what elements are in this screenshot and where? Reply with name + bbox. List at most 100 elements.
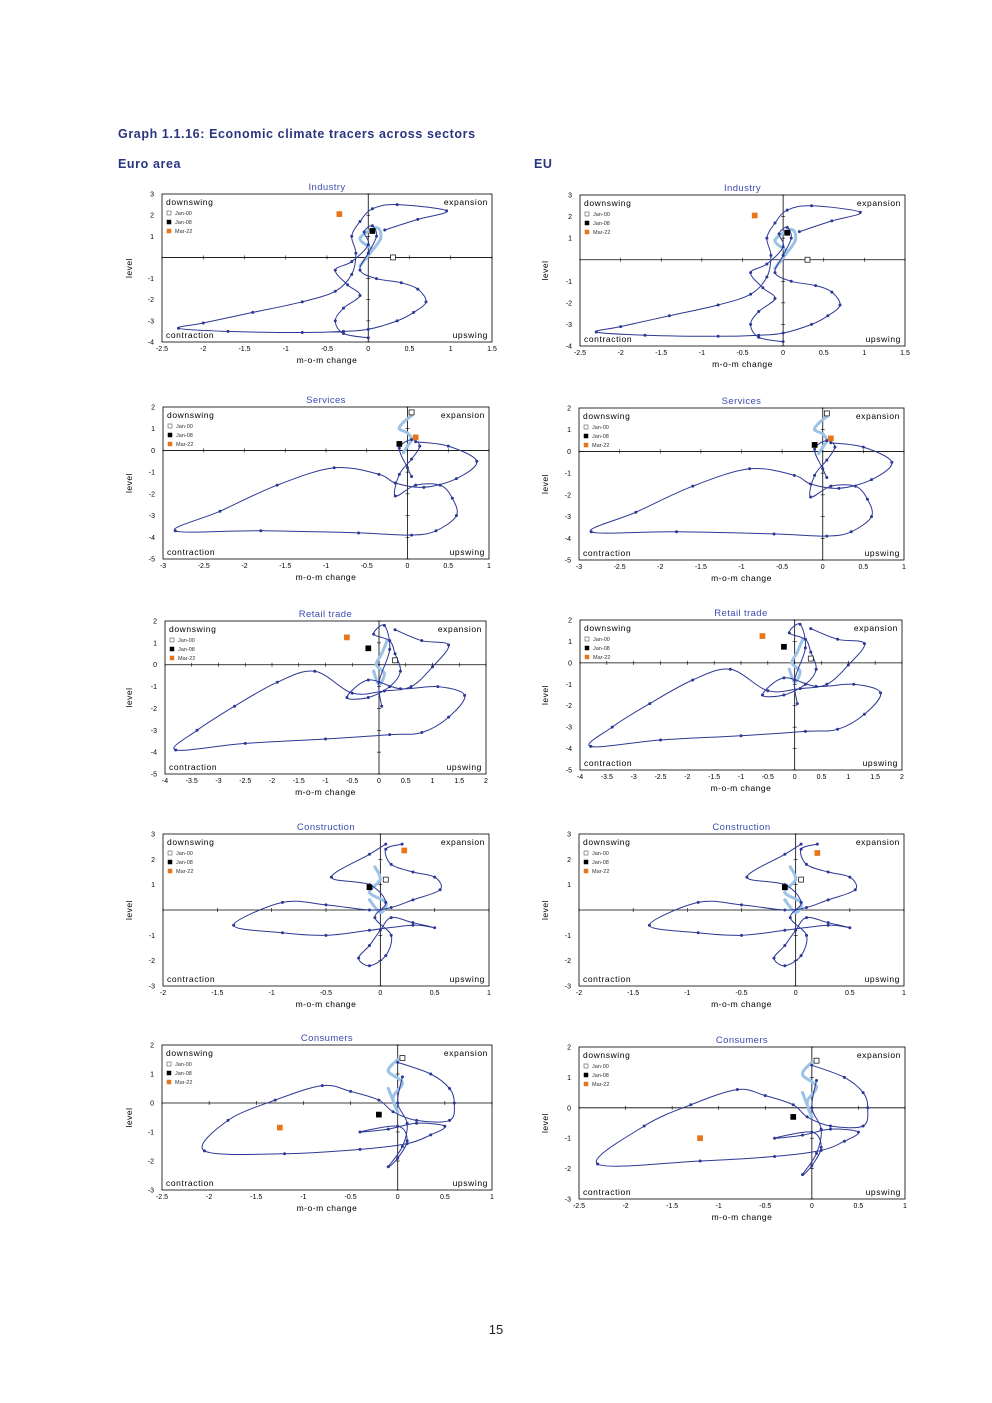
dark-series-point <box>810 322 814 326</box>
dark-series-point <box>781 340 785 344</box>
dark-series-line <box>173 439 478 536</box>
light-series-point <box>788 865 792 869</box>
dark-series-point <box>809 650 813 654</box>
dark-series-point <box>384 900 388 904</box>
dark-series-point <box>357 956 361 960</box>
x-tick-label: 1 <box>490 1194 494 1201</box>
dark-series-point <box>354 251 358 255</box>
quadrant-label-downswing: downswing <box>166 1048 213 1058</box>
dark-series-point <box>411 921 415 925</box>
quadrant-label-downswing: downswing <box>584 623 631 633</box>
legend-entry: Jan-08 <box>593 221 610 227</box>
dark-series-point <box>659 738 662 742</box>
y-tick-label: 2 <box>153 619 157 626</box>
dark-series-point <box>358 268 362 272</box>
legend-swatch <box>583 1063 589 1069</box>
x-tick-label: -2.5 <box>156 1194 168 1201</box>
dark-series-point <box>825 682 829 686</box>
x-tick-label: 2 <box>484 778 488 785</box>
legend-entry: Jan-00 <box>178 638 195 644</box>
dark-series-point <box>405 1121 409 1125</box>
light-series-point <box>817 452 821 456</box>
dark-series-point <box>396 1060 400 1064</box>
quadrant-label-expansion: expansion <box>856 411 900 421</box>
legend-entry: Jan-08 <box>592 434 609 440</box>
dark-series-point <box>765 275 769 279</box>
legend-entry: Jan-00 <box>176 424 193 430</box>
y-tick-label: -1 <box>148 276 154 283</box>
dark-series-point <box>373 916 377 920</box>
x-tick-label: -3 <box>631 774 637 781</box>
y-tick-label: 2 <box>567 1045 571 1052</box>
dark-series-point <box>388 733 392 737</box>
dark-series-point <box>433 875 437 879</box>
quadrant-label-upswing: upswing <box>453 330 488 340</box>
dark-series-point <box>819 1145 823 1149</box>
dark-series-point <box>405 1142 409 1146</box>
x-tick-label: 1.5 <box>454 778 464 785</box>
light-series-point <box>380 652 384 656</box>
dark-series-point <box>342 332 345 336</box>
marker-jan-00 <box>399 1055 406 1061</box>
dark-series-point <box>783 928 787 932</box>
legend-swatch <box>166 228 172 234</box>
dark-series-point <box>828 1124 832 1128</box>
x-axis-label: m-o-m change <box>296 999 357 1009</box>
dark-series-point <box>810 1106 814 1110</box>
dark-series-point <box>174 748 178 752</box>
x-tick-label: 0 <box>781 350 785 357</box>
dark-series-point <box>345 696 349 699</box>
x-tick-label: -1 <box>300 1194 306 1201</box>
y-tick-label: 1 <box>151 882 155 889</box>
dark-series-point <box>763 1094 767 1098</box>
dark-series-point <box>273 1098 277 1102</box>
dark-series-point <box>366 251 370 255</box>
dark-series-point <box>749 292 753 296</box>
light-series-point <box>773 238 777 242</box>
dark-series-point <box>785 208 789 212</box>
quadrant-label-contraction: contraction <box>167 974 215 984</box>
dark-series-point <box>333 319 337 323</box>
dark-series-point <box>801 1173 805 1177</box>
quadrant-label-expansion: expansion <box>444 1048 488 1058</box>
light-series-point <box>783 890 787 894</box>
x-tick-label: -1.5 <box>708 774 720 781</box>
y-tick-label: 3 <box>150 192 154 199</box>
plot-frame <box>161 1044 493 1191</box>
dark-series-point <box>757 333 761 337</box>
dark-series-point <box>329 875 333 879</box>
dark-series-point <box>740 903 743 907</box>
dark-series-point <box>861 445 865 449</box>
x-tick-label: -1.5 <box>695 564 707 571</box>
dark-series-point <box>410 474 414 478</box>
x-tick-label: -1.5 <box>293 778 305 785</box>
y-axis-label: level <box>540 685 550 705</box>
legend-entry: Jan-08 <box>175 1071 192 1077</box>
dark-series-point <box>398 687 402 691</box>
y-tick-label: -5 <box>565 558 571 565</box>
y-tick-label: 1 <box>151 426 155 433</box>
x-axis-label: m-o-m change <box>711 999 772 1009</box>
dark-series-point <box>324 737 327 741</box>
dark-series-point <box>810 1164 814 1168</box>
plot-frame <box>579 619 903 771</box>
dark-series-point <box>773 221 777 225</box>
x-tick-label: -2 <box>618 350 624 357</box>
dark-series-point <box>828 1127 832 1131</box>
dark-series-point <box>396 1156 400 1160</box>
dark-series-point <box>218 509 222 513</box>
quadrant-label-upswing: upswing <box>447 762 482 772</box>
dark-series-point <box>232 923 236 927</box>
dark-series-point <box>324 903 328 907</box>
x-tick-label: -1 <box>684 990 690 997</box>
light-series-point <box>794 910 798 915</box>
dark-series-point <box>781 253 785 257</box>
dark-series-point <box>243 741 247 745</box>
light-series-point <box>397 427 401 431</box>
dark-series-point <box>377 472 381 476</box>
dark-series-point <box>393 494 397 498</box>
dark-series-point <box>424 300 428 304</box>
dark-series-point <box>201 321 205 325</box>
dark-series-point <box>821 467 825 471</box>
legend-swatch <box>583 1072 589 1078</box>
